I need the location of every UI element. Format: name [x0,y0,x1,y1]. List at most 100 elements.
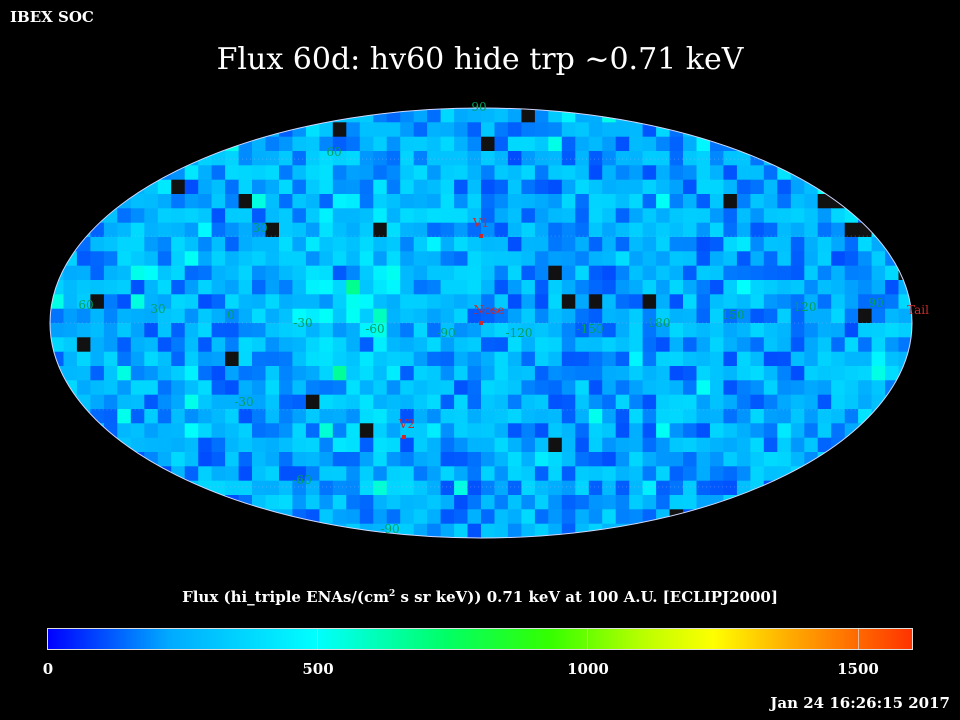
flux-pixel [777,437,792,453]
flux-pixel [144,308,159,324]
flux-pixel [373,308,388,324]
flux-pixel [871,237,886,252]
flux-pixel [656,437,671,453]
flux-pixel [561,495,576,510]
flux-pixel [400,136,415,152]
flux-pixel [413,222,428,238]
flux-pixel [629,122,644,138]
flux-pixel [171,308,186,324]
flux-pixel [683,423,698,439]
flux-pixel [211,394,226,410]
flux-pixel [696,179,711,195]
flux-pixel [763,308,778,324]
flux-pixel [292,122,307,138]
flux-pixel [696,366,711,381]
flux-pixel [602,480,617,496]
flux-pixel [413,265,428,281]
flux-pixel [157,308,172,324]
flux-pixel [90,394,105,410]
flux-pixel [171,251,186,267]
flux-pixel [642,466,657,482]
flux-pixel [602,409,617,424]
flux-pixel [198,366,213,381]
flux-pixel [494,294,509,310]
flux-pixel [265,423,280,439]
flux-pixel [454,294,469,310]
flux-pixel [575,294,590,310]
flux-pixel [602,108,617,123]
flux-pixel [588,423,603,439]
flux-pixel [279,165,294,181]
flux-pixel [521,237,536,252]
flux-pixel [467,466,482,482]
flux-pixel [817,452,832,467]
flux-pixel [521,323,536,338]
flux-pixel [171,452,186,467]
flux-pixel [481,294,496,310]
flux-pixel [319,394,334,410]
flux-pixel [494,509,509,525]
flux-pixel [440,265,455,281]
flux-pixel [615,251,630,267]
flux-pixel [157,409,172,424]
flux-pixel [265,194,280,209]
flux-pixel [157,452,172,467]
flux-pixel [359,222,374,238]
flux-pixel [265,466,280,482]
flux-pixel [494,337,509,353]
flux-pixel [90,280,105,295]
flux-pixel [292,251,307,267]
flux-pixel [481,337,496,353]
flux-pixel [481,179,496,195]
flux-pixel [642,337,657,353]
flux-pixel [225,323,240,338]
flux-pixel [279,409,294,424]
flux-pixel [319,509,334,525]
flux-pixel [332,452,347,467]
flux-pixel [602,237,617,252]
flux-pixel [76,294,91,310]
flux-pixel [171,280,186,295]
flux-pixel [157,351,172,367]
flux-pixel [656,136,671,152]
flux-pixel [265,222,280,238]
flux-pixel [575,351,590,367]
flux-pixel [279,136,294,152]
flux-pixel [696,294,711,310]
flux-pixel [427,280,442,295]
flux-pixel [184,423,199,439]
flux-pixel [157,466,172,482]
flux-pixel [777,380,792,396]
flux-pixel [898,323,912,338]
flux-pixel [642,222,657,238]
flux-pixel [413,194,428,209]
flux-pixel [117,237,132,252]
flux-pixel [548,423,563,439]
flux-pixel [427,509,442,525]
flux-pixel [305,495,320,510]
flux-pixel [292,480,307,496]
flux-pixel [440,222,455,238]
flux-pixel [683,179,698,195]
flux-pixel [373,179,388,195]
flux-pixel [561,136,576,152]
flux-pixel [211,495,226,510]
flux-pixel [710,265,725,281]
flux-pixel [736,222,751,238]
flux-pixel [157,380,172,396]
flux-pixel [184,394,199,410]
flux-pixel [130,437,145,453]
flux-pixel [50,351,65,367]
flux-pixel [817,265,832,281]
flux-pixel [144,222,159,238]
flux-pixel [494,136,509,152]
flux-pixel [454,366,469,381]
flux-pixel [790,437,805,453]
flux-pixel [804,423,819,439]
flux-pixel [521,351,536,367]
flux-pixel [359,294,374,310]
flux-pixel [615,495,630,510]
flux-pixel [467,351,482,367]
flux-pixel [144,251,159,267]
flux-pixel [575,136,590,152]
